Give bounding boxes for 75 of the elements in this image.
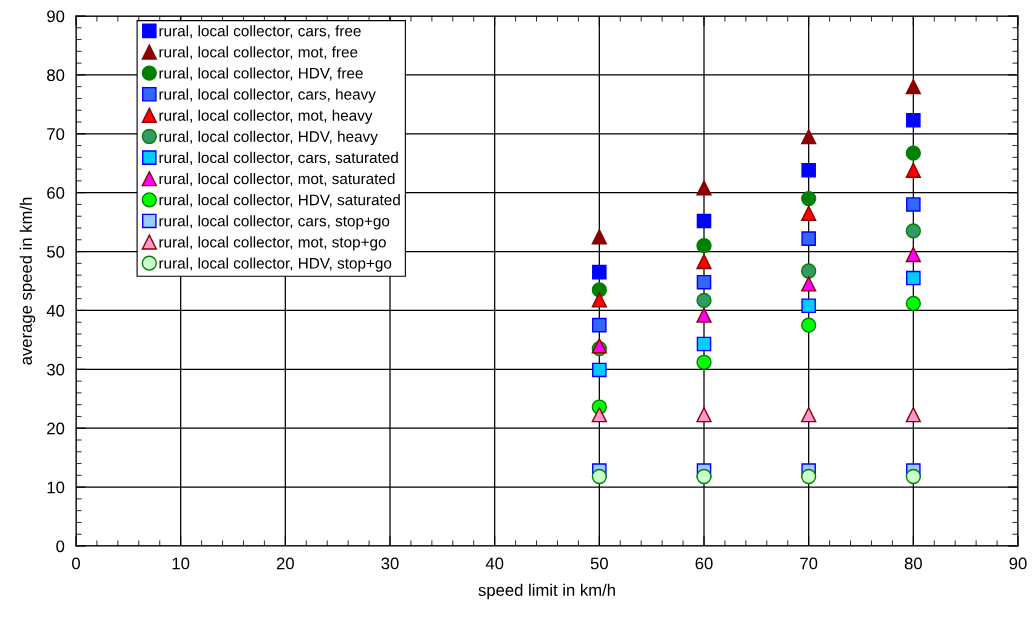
x-tick-label: 0 (72, 557, 80, 570)
point (801, 231, 816, 246)
legend-label: rural, local collector, HDV, saturated (159, 194, 400, 208)
point (905, 145, 921, 161)
legend-label: rural, local collector, mot, stop+go (159, 236, 386, 251)
y-tick-label: 40 (46, 304, 65, 317)
point (592, 317, 607, 333)
point (801, 263, 817, 279)
x-tick-label: 10 (172, 557, 190, 570)
x-axis-title: speed limit in km/h (478, 583, 615, 600)
y-tick-label: 60 (47, 187, 65, 199)
x-tick-label: 90 (1009, 557, 1027, 570)
y-tick-label: 50 (47, 245, 65, 258)
point (591, 407, 607, 423)
point (591, 229, 607, 245)
legend-label: rural, local collector, cars, free (159, 25, 361, 39)
point (592, 362, 607, 378)
point (696, 354, 712, 370)
point (801, 129, 817, 145)
point (591, 282, 607, 298)
point (905, 79, 921, 95)
point (801, 162, 816, 178)
point (801, 468, 817, 485)
point (696, 180, 712, 196)
y-tick-label: 0 (56, 540, 65, 553)
point (801, 190, 817, 207)
y-tick-label: 90 (47, 10, 65, 23)
point (905, 162, 921, 178)
x-tick-label: 50 (590, 557, 608, 570)
point (801, 407, 817, 423)
point (592, 264, 607, 280)
point (801, 298, 816, 314)
legend-label: rural, local collector, mot, heavy (159, 109, 373, 124)
point (696, 468, 712, 485)
legend-label: rural, local collector, HDV, stop+go (159, 257, 392, 272)
y-tick-label: 30 (46, 363, 65, 376)
point (905, 407, 921, 423)
point (696, 336, 712, 352)
y-tick-label: 10 (47, 481, 65, 494)
x-tick-label: 70 (800, 557, 818, 570)
point (696, 307, 712, 323)
point (801, 317, 817, 333)
x-tick-label: 80 (904, 557, 922, 570)
point (696, 213, 712, 229)
point (905, 246, 921, 263)
legend-label: rural, local collector, cars, saturated (159, 151, 398, 165)
point (906, 270, 921, 286)
point (905, 295, 921, 312)
point (906, 112, 921, 128)
point (696, 238, 712, 254)
legend-label: rural, local collector, HDV, heavy (159, 130, 378, 145)
legend-label: rural, local collector, cars, heavy (159, 88, 376, 103)
point (696, 407, 712, 423)
y-tick-label: 80 (47, 69, 65, 82)
legend-label: rural, local collector, mot, saturated (159, 172, 395, 187)
point (591, 468, 607, 485)
point (801, 205, 817, 221)
point (696, 253, 712, 270)
point (906, 197, 921, 212)
point (696, 292, 712, 309)
legend-label: rural, local collector, cars, stop+go (159, 215, 390, 230)
point (905, 223, 921, 239)
point (696, 274, 712, 290)
x-tick-label: 20 (276, 557, 294, 570)
point (905, 468, 921, 485)
x-tick-label: 40 (485, 557, 504, 570)
legend-label: rural, local collector, HDV, free (159, 67, 363, 81)
y-tick-label: 20 (47, 422, 65, 435)
y-tick-label: 70 (47, 128, 65, 140)
legend-label: rural, local collector, mot, free (159, 46, 358, 60)
x-tick-label: 60 (695, 557, 713, 570)
x-tick-label: 30 (381, 557, 399, 570)
point (591, 292, 607, 308)
y-axis-title: average speed in km/h (19, 197, 36, 365)
point (801, 276, 817, 292)
